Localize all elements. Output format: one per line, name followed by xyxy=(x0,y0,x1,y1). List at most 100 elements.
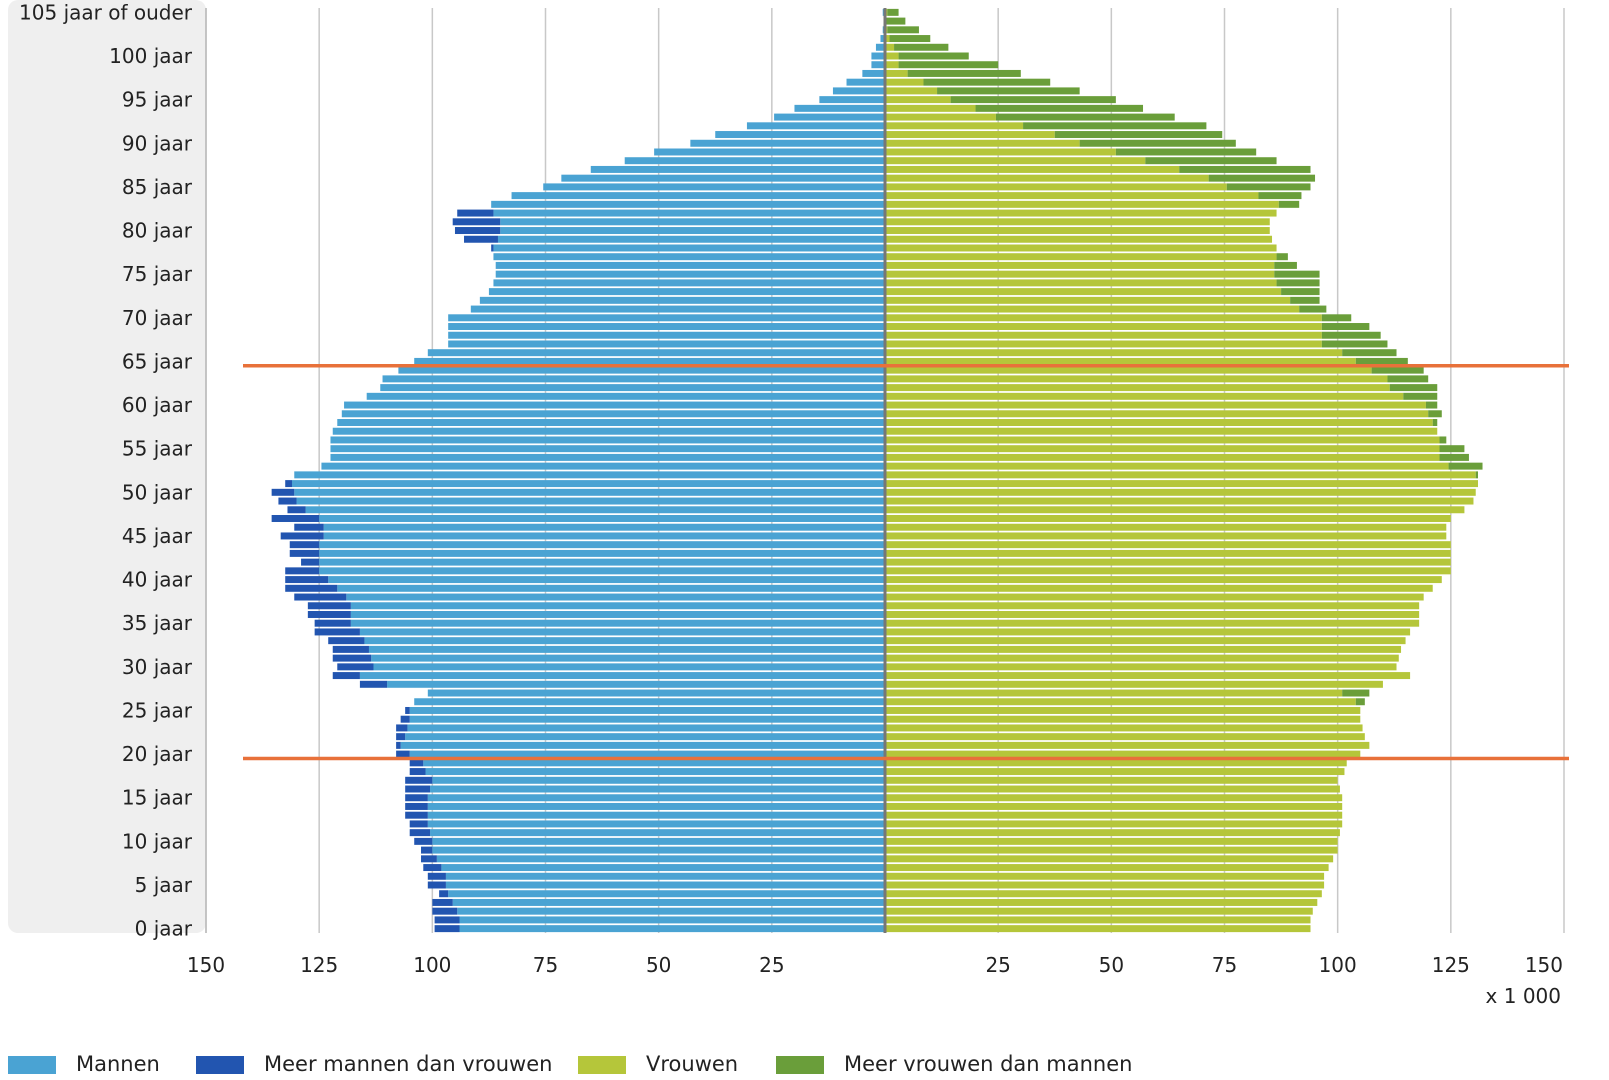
bar-men-age-31 xyxy=(371,654,885,662)
bar-women-surplus-age-68 xyxy=(1321,331,1381,339)
bar-men-age-39 xyxy=(337,584,886,592)
bar-men-surplus-age-29 xyxy=(332,672,360,680)
bar-women-age-8 xyxy=(885,855,1334,863)
bar-women-surplus-age-67 xyxy=(1321,340,1388,348)
bar-women-age-41 xyxy=(885,567,1451,575)
bar-women-age-23 xyxy=(885,724,1363,732)
bar-men-age-57 xyxy=(332,427,885,435)
y-tick-label-age-105: 105 jaar of ouder xyxy=(19,0,193,24)
bar-men-age-95 xyxy=(819,96,885,104)
bar-women-age-33 xyxy=(885,637,1406,645)
bar-men-age-81 xyxy=(500,218,885,226)
bar-women-age-55 xyxy=(885,445,1440,453)
bar-women-age-63 xyxy=(885,375,1388,383)
bar-women-surplus-age-73 xyxy=(1281,288,1320,296)
bar-women-age-17 xyxy=(885,776,1338,784)
x-tick-label-right-50: 50 xyxy=(1099,953,1124,977)
bar-women-age-39 xyxy=(885,584,1433,592)
bar-women-surplus-age-100 xyxy=(898,52,969,60)
x-tick-label-left-125: 125 xyxy=(300,953,338,977)
bar-women-age-95 xyxy=(885,96,951,104)
bar-women-age-97 xyxy=(885,78,924,86)
bar-men-surplus-age-33 xyxy=(328,637,365,645)
bar-men-surplus-age-17 xyxy=(405,776,433,784)
legend-swatch-women-surplus xyxy=(776,1056,824,1074)
bar-women-age-83 xyxy=(885,200,1279,208)
bar-men-surplus-age-32 xyxy=(332,645,369,653)
bar-men-age-60 xyxy=(344,401,885,409)
bar-men-surplus-age-10 xyxy=(414,837,433,845)
bar-men-age-21 xyxy=(400,741,885,749)
bar-women-age-37 xyxy=(885,602,1420,610)
bar-women-surplus-age-58 xyxy=(1432,419,1438,426)
bar-men-age-7 xyxy=(441,864,885,872)
bar-women-age-40 xyxy=(885,576,1442,584)
bar-women-age-57 xyxy=(885,427,1438,435)
bar-women-age-62 xyxy=(885,384,1390,392)
x-tick-label-right-100: 100 xyxy=(1319,953,1357,977)
bar-men-surplus-age-78 xyxy=(491,244,494,252)
bar-men-surplus-age-22 xyxy=(396,733,406,741)
bar-women-surplus-age-101 xyxy=(894,43,949,51)
bar-women-age-84 xyxy=(885,192,1259,200)
bar-men-surplus-age-2 xyxy=(432,907,458,915)
bar-men-age-33 xyxy=(364,637,885,645)
bar-women-age-51 xyxy=(885,480,1478,488)
bar-women-age-58 xyxy=(885,419,1433,426)
bar-women-age-89 xyxy=(885,148,1116,156)
y-tick-label-age-60: 60 jaar xyxy=(122,393,193,417)
bar-women-age-73 xyxy=(885,288,1282,296)
bar-women-surplus-age-27 xyxy=(1342,689,1370,697)
bar-men-age-70 xyxy=(448,314,885,322)
bar-women-age-69 xyxy=(885,323,1322,331)
bar-men-age-16 xyxy=(430,785,885,793)
bar-men-age-44 xyxy=(319,541,886,549)
bar-men-age-10 xyxy=(432,837,885,845)
bar-women-age-31 xyxy=(885,654,1399,662)
bar-women-age-21 xyxy=(885,741,1370,749)
bar-women-age-7 xyxy=(885,864,1329,872)
bar-women-surplus-age-98 xyxy=(907,69,1021,77)
bar-men-age-67 xyxy=(448,340,885,348)
bar-men-surplus-age-19 xyxy=(409,759,424,767)
bar-men-surplus-age-39 xyxy=(285,584,338,592)
bar-men-surplus-age-36 xyxy=(307,610,351,618)
bar-men-age-32 xyxy=(368,645,886,653)
bar-women-surplus-age-96 xyxy=(937,87,1080,95)
bar-women-age-86 xyxy=(885,174,1209,182)
y-tick-label-age-25: 25 jaar xyxy=(122,698,193,722)
bar-women-age-64 xyxy=(885,366,1372,374)
bar-men-age-77 xyxy=(493,253,885,261)
legend-label-women-surplus: Meer vrouwen dan mannen xyxy=(844,1052,1133,1076)
bar-women-surplus-age-26 xyxy=(1355,698,1365,706)
bar-women-age-60 xyxy=(885,401,1426,409)
bar-women-age-25 xyxy=(885,706,1361,714)
x-tick-label-right-25: 25 xyxy=(985,953,1010,977)
bar-women-age-46 xyxy=(885,523,1447,531)
bar-women-age-26 xyxy=(885,698,1356,706)
bar-men-age-100 xyxy=(871,52,885,60)
bar-women-age-30 xyxy=(885,663,1397,671)
bar-women-surplus-age-56 xyxy=(1439,436,1447,444)
bar-women-surplus-age-89 xyxy=(1115,148,1257,156)
bar-women-age-49 xyxy=(885,497,1474,505)
bar-men-age-102 xyxy=(880,35,885,43)
bar-men-age-76 xyxy=(495,261,885,269)
y-tick-label-age-100: 100 jaar xyxy=(109,44,193,68)
bar-men-age-8 xyxy=(436,855,885,863)
bar-women-age-81 xyxy=(885,218,1270,226)
bar-men-surplus-age-8 xyxy=(421,855,437,863)
bar-women-surplus-age-92 xyxy=(1023,122,1207,130)
bar-men-age-13 xyxy=(427,811,885,819)
bar-men-age-84 xyxy=(511,192,885,200)
bar-women-age-96 xyxy=(885,87,938,95)
bar-men-surplus-age-16 xyxy=(405,785,431,793)
bar-men-surplus-age-24 xyxy=(400,715,410,723)
bar-men-age-86 xyxy=(561,174,885,182)
bar-women-surplus-age-53 xyxy=(1448,462,1483,470)
bar-women-age-32 xyxy=(885,645,1402,653)
bar-women-age-6 xyxy=(885,872,1325,880)
bar-women-age-29 xyxy=(885,672,1411,680)
bar-men-age-26 xyxy=(414,698,885,706)
bar-women-age-92 xyxy=(885,122,1024,130)
